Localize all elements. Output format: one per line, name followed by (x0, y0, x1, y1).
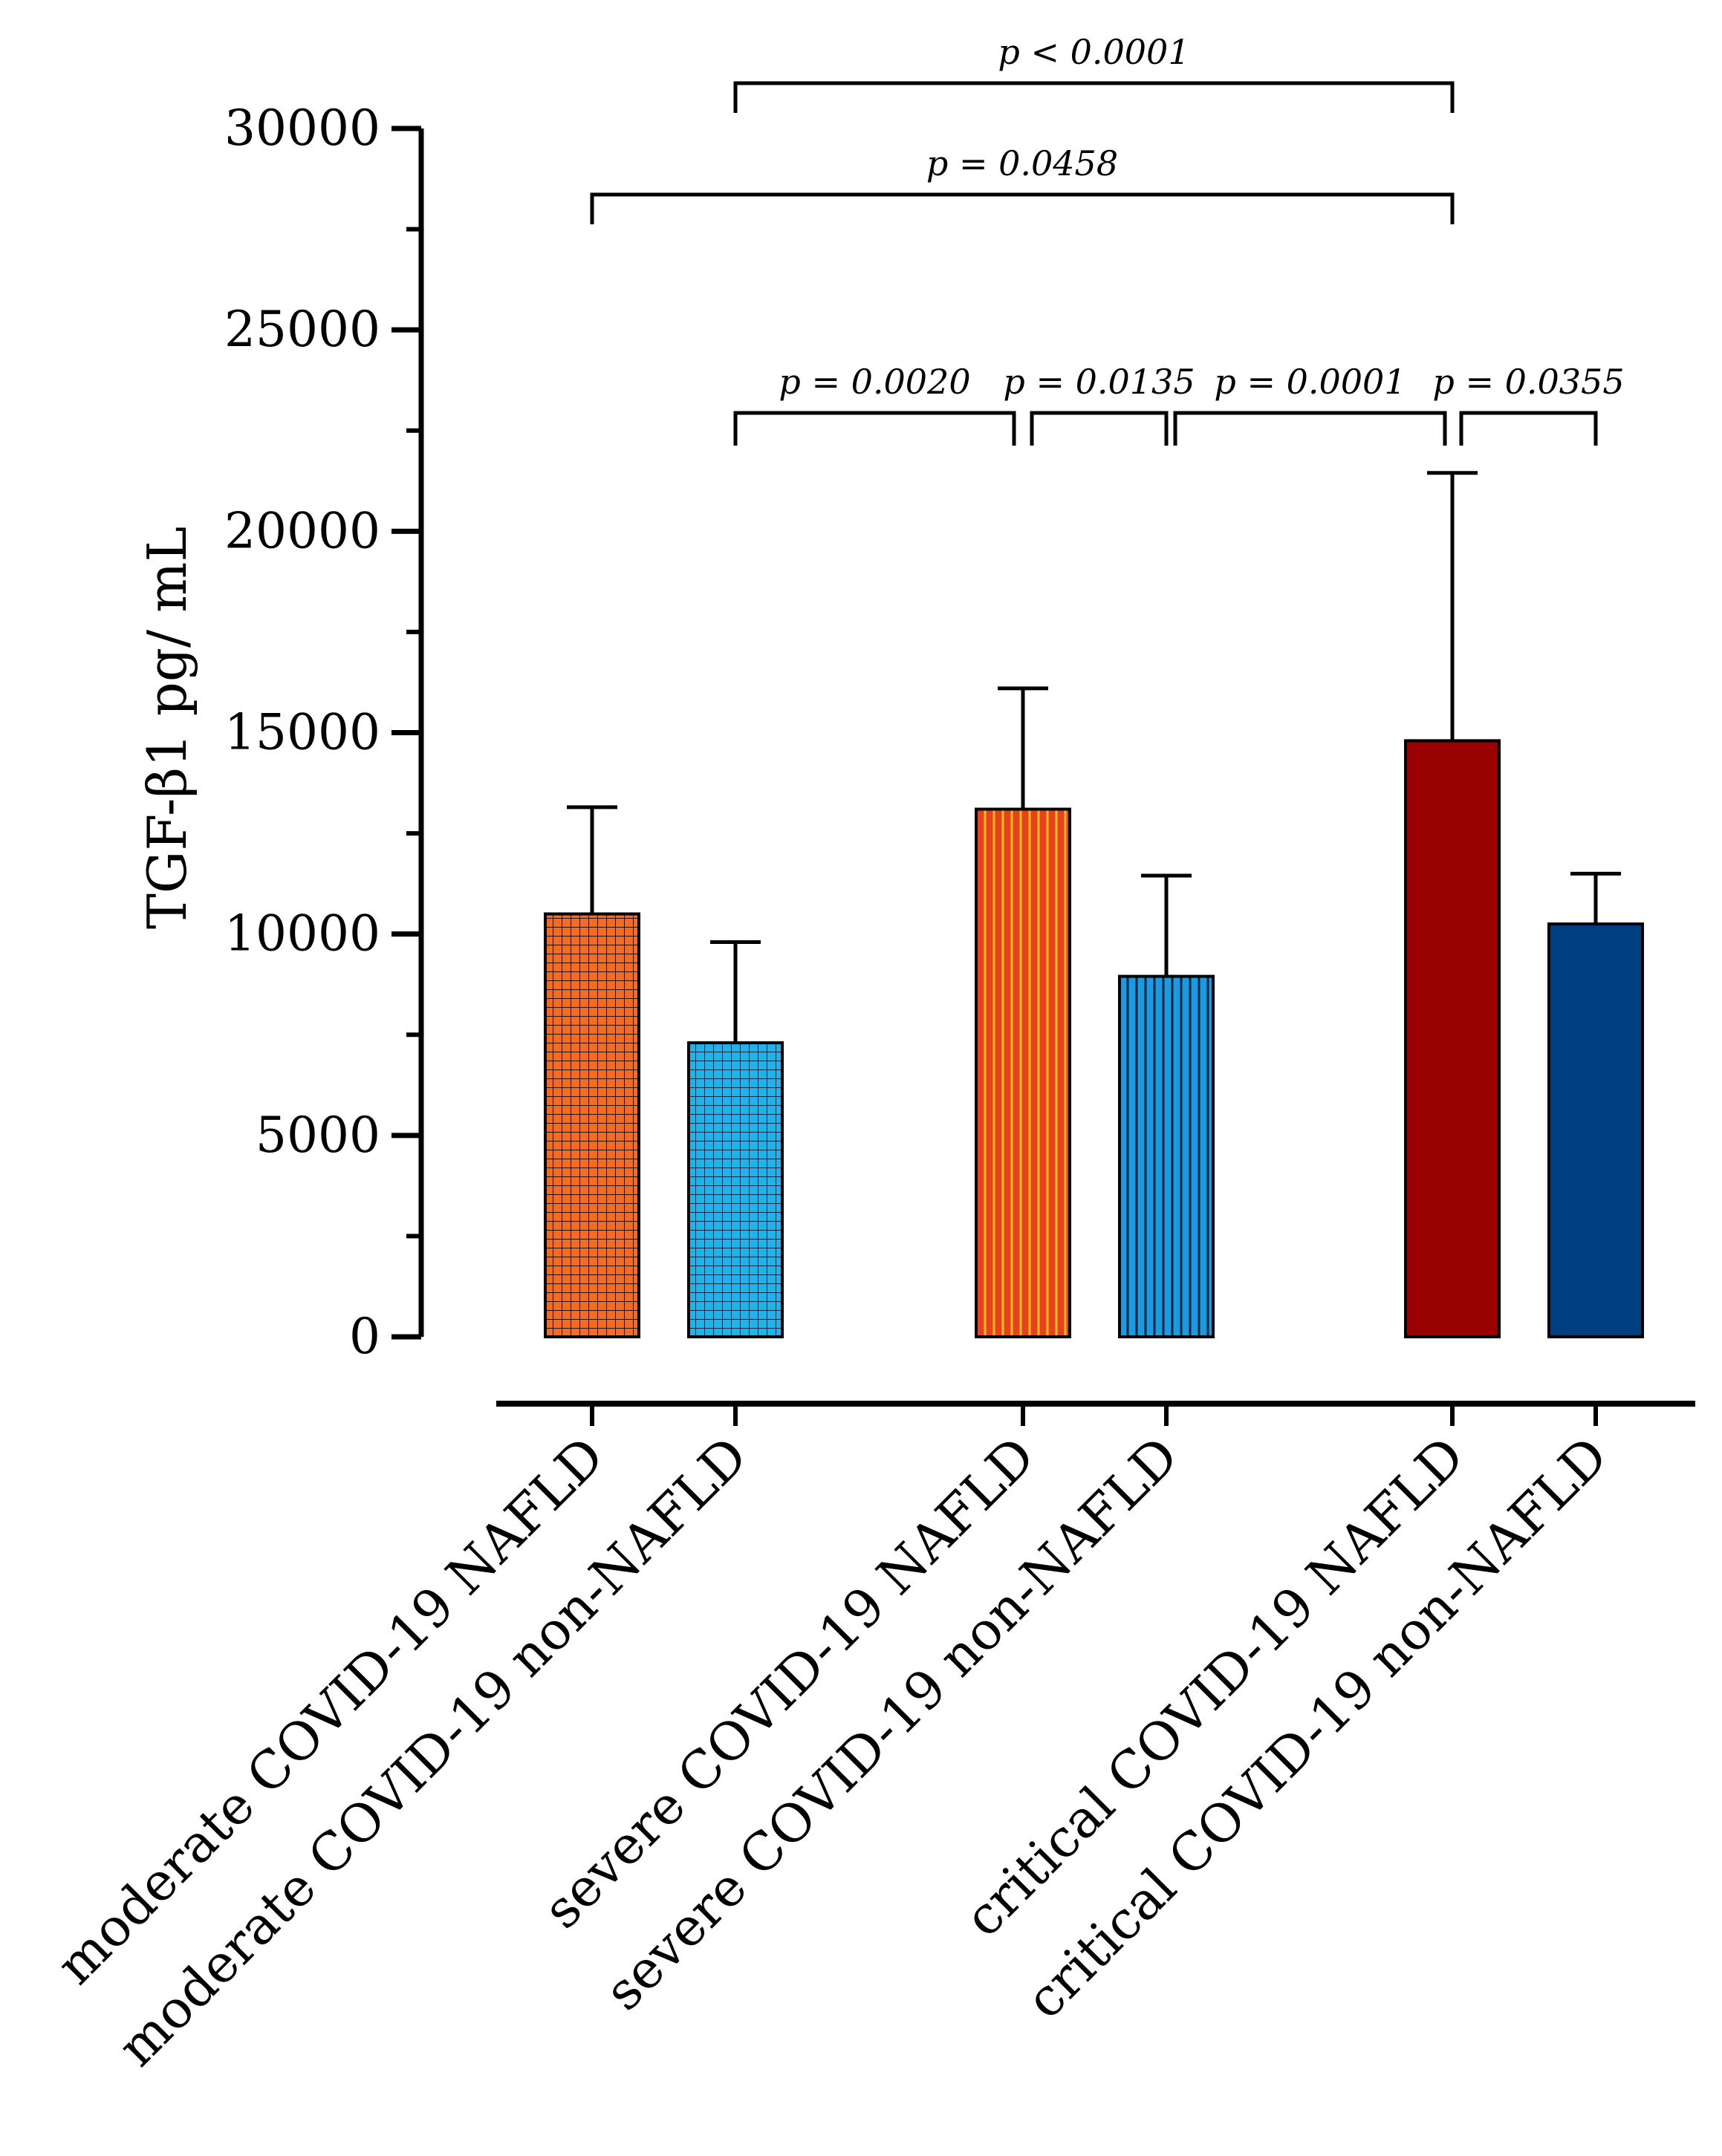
y-tick-label: 10000 (224, 905, 380, 963)
bar-4 (1118, 974, 1215, 1339)
p-value-label: p < 0.0001 (998, 32, 1189, 72)
bar-3 (975, 807, 1071, 1338)
y-tick-label: 5000 (256, 1107, 380, 1164)
significance-brackets: p < 0.0001 p = 0.0458 p = 0.0020 p = 0.0135… (590, 32, 1625, 446)
y-axis: 0 5000 10000 15000 20000 25000 30000 (224, 100, 424, 1365)
bar-2 (687, 1041, 784, 1338)
p-value-label: p = 0.0355 (1432, 362, 1624, 402)
p-value-label: p = 0.0001 (1214, 362, 1406, 402)
y-axis-title: TGF-β1 pg/ mL (136, 527, 198, 929)
x-category-label: moderate COVID-19 NAFLD (45, 1425, 616, 1996)
significance-bracket (733, 81, 1455, 113)
bars (544, 739, 1644, 1339)
significance-bracket (1030, 411, 1169, 446)
significance-bracket (1173, 411, 1447, 446)
significance-bracket (590, 192, 1455, 224)
p-value-label: p = 0.0135 (1003, 362, 1195, 402)
y-tick-label: 0 (349, 1308, 380, 1365)
p-value-label: p = 0.0020 (779, 362, 970, 402)
bar-6 (1547, 922, 1644, 1338)
y-tick-label: 25000 (224, 301, 380, 358)
significance-bracket (1459, 411, 1598, 446)
y-tick-label: 20000 (224, 502, 380, 559)
bar-1 (544, 912, 640, 1339)
y-tick-label: 30000 (224, 100, 380, 157)
significance-bracket (733, 411, 1016, 446)
bar-5 (1404, 739, 1501, 1338)
y-tick-label: 15000 (224, 704, 380, 761)
error-bars (567, 471, 1621, 1043)
p-value-label: p = 0.0458 (926, 143, 1118, 183)
